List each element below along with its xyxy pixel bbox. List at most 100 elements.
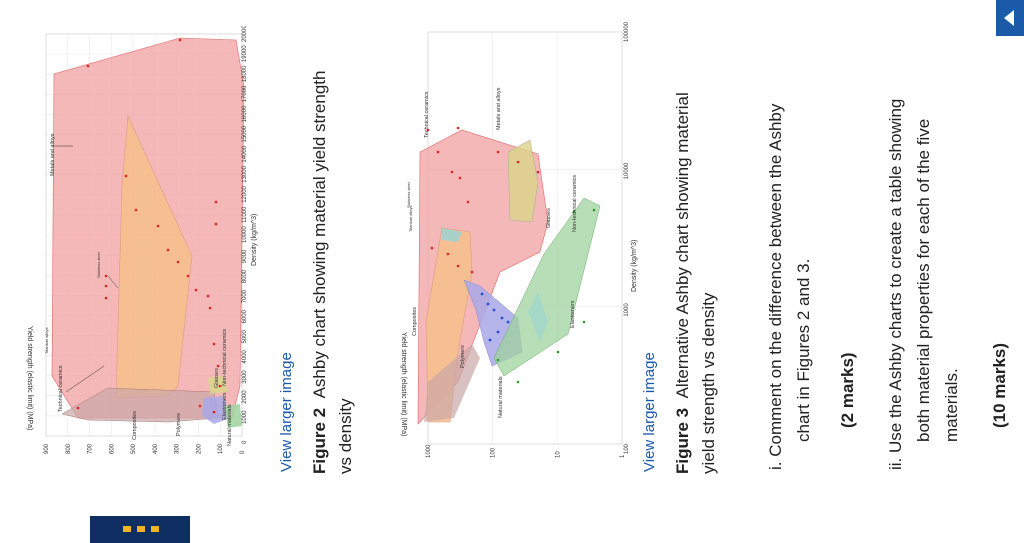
f3-data-point	[436, 150, 440, 154]
f2-data-point	[104, 274, 108, 278]
f3-data-point	[492, 308, 496, 312]
f3-data-point	[506, 320, 510, 324]
f2-data-point	[156, 224, 160, 228]
f3-ytick-label: 1000	[426, 444, 432, 458]
f3-ytick-label: 100	[491, 447, 497, 458]
f3-data-point	[536, 170, 540, 174]
f3-data-point	[496, 358, 500, 362]
f3-data-point	[500, 316, 504, 320]
f2-xtick-label: 9000	[242, 249, 248, 263]
f2-data-point	[178, 38, 182, 42]
figure3-label: Figure 3	[673, 407, 692, 474]
f2-data-point	[198, 404, 202, 408]
f3-data-point	[496, 150, 500, 154]
svg-text:Metals and alloys: Metals and alloys	[50, 133, 56, 176]
f3-data-point	[430, 246, 434, 250]
svg-text:Composites: Composites	[412, 307, 418, 336]
f2-region-glasses	[208, 376, 228, 394]
f2-xtick-label: 5000	[242, 329, 248, 343]
f3-region-elastomers	[528, 292, 548, 342]
svg-text:Stainless steel: Stainless steel	[406, 182, 411, 208]
f2-data-point	[214, 222, 218, 226]
f2-data-point	[208, 306, 212, 310]
f2-data-point	[218, 384, 222, 388]
q1-marks: (2 marks)	[838, 352, 857, 428]
svg-text:Metals and alloys: Metals and alloys	[496, 87, 502, 130]
f2-ytick-label: 200	[196, 443, 202, 454]
f2-xtick-label: 7000	[242, 289, 248, 303]
f2-xtick-label: 3000	[242, 370, 248, 384]
f2-xtick-label: 2000	[242, 390, 248, 404]
f3-data-point	[486, 302, 490, 306]
f2-xtick-label: 20000	[242, 26, 248, 42]
f2-data-point	[194, 288, 198, 292]
f3-region-composites	[424, 344, 480, 422]
f2-data-point	[166, 248, 170, 252]
f2-xtick-label: 8000	[242, 269, 248, 283]
svg-text:Stainless steel: Stainless steel	[96, 252, 101, 278]
f3-data-point	[572, 210, 576, 214]
f3-ylabel: Yield strength (elastic limit) (MPa)	[400, 332, 407, 436]
f2-data-point	[212, 410, 216, 414]
f2-ytick-label: 700	[88, 443, 94, 454]
f2-ytick-label: 300	[175, 443, 181, 454]
svg-text:Glasses: Glasses	[546, 208, 552, 228]
f2-xtick-label: 14000	[242, 145, 248, 162]
f2-region-polymers	[202, 396, 230, 424]
q2-line3: materials.	[942, 368, 961, 442]
svg-text:Natural materials: Natural materials	[498, 376, 504, 418]
f3-data-point	[592, 208, 596, 212]
more-menu-button[interactable]	[90, 516, 190, 543]
f2-ytick-label: 600	[109, 443, 115, 454]
chevron-left-icon	[1004, 10, 1014, 26]
figure2-chart[interactable]: 0100020003000400050006000700080009000100…	[18, 26, 262, 466]
collapse-tab-button[interactable]	[996, 0, 1024, 36]
f2-data-point	[206, 294, 210, 298]
f2-data-point	[134, 208, 138, 212]
figure2-view-larger-link[interactable]: View larger image	[278, 352, 295, 472]
f3-data-point	[426, 128, 430, 132]
f2-data-point	[104, 296, 108, 300]
svg-text:Non-technical ceramics: Non-technical ceramics	[572, 175, 578, 232]
q2-line2: both material properties for each of the…	[914, 118, 933, 442]
question-2: ii. Use the Ashby charts to create a tab…	[882, 99, 966, 470]
svg-text:Technical ceramics: Technical ceramics	[424, 91, 430, 138]
f2-data-point	[216, 364, 220, 368]
svg-text:Glasses: Glasses	[214, 368, 220, 388]
f3-data-point	[458, 176, 462, 180]
question-1: i. Comment on the difference between the…	[762, 104, 818, 470]
dot-icon	[123, 526, 131, 532]
f3-xtick-label: 100000	[624, 22, 630, 42]
q1-line1: i. Comment on the difference between the…	[766, 103, 785, 470]
f2-ytick-label: 800	[66, 443, 72, 454]
f2-data-point	[212, 342, 216, 346]
svg-text:Titanium alloys: Titanium alloys	[408, 205, 413, 232]
f3-data-point	[488, 338, 492, 342]
f2-ylabel: Yield strength (elastic limit) (MPa)	[26, 326, 33, 430]
f3-data-point	[470, 270, 474, 274]
f2-xtick-label: 18000	[242, 65, 248, 82]
svg-text:Elastomers: Elastomers	[222, 392, 228, 420]
f3-ytick-label: 1	[620, 454, 626, 458]
f3-ytick-label: 10	[555, 451, 561, 458]
f3-data-point	[466, 200, 470, 204]
f3-region-nontech-ceramics	[507, 139, 539, 223]
f2-xtick-label: 6000	[242, 309, 248, 323]
f3-data-point	[446, 252, 450, 256]
f2-xtick-label: 0	[242, 440, 248, 444]
f3-data-point	[516, 380, 520, 384]
f2-ytick-label: 400	[153, 443, 159, 454]
f2-xtick-label: 15000	[242, 125, 248, 142]
f3-data-point	[456, 126, 460, 130]
svg-text:Composites: Composites	[132, 411, 138, 440]
figure3-chart[interactable]: 100 1000 10000 100000 1 10 100 1000 Technical …	[398, 22, 644, 472]
f2-ytick-label: 900	[44, 443, 50, 454]
f3-data-point	[582, 320, 586, 324]
f2-ytick-label: 500	[131, 443, 137, 454]
figure3-view-larger-link[interactable]: View larger image	[641, 352, 658, 472]
f2-xtick-label: 12000	[242, 185, 248, 202]
f3-xtick-label: 100	[624, 443, 630, 454]
f2-xtick-label: 11000	[242, 206, 248, 223]
f3-xtick-label: 1000	[624, 303, 630, 317]
f2-xtick-label: 10000	[242, 226, 248, 243]
